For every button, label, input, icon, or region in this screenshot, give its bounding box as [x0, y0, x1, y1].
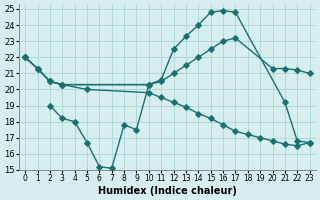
X-axis label: Humidex (Indice chaleur): Humidex (Indice chaleur) — [98, 186, 237, 196]
